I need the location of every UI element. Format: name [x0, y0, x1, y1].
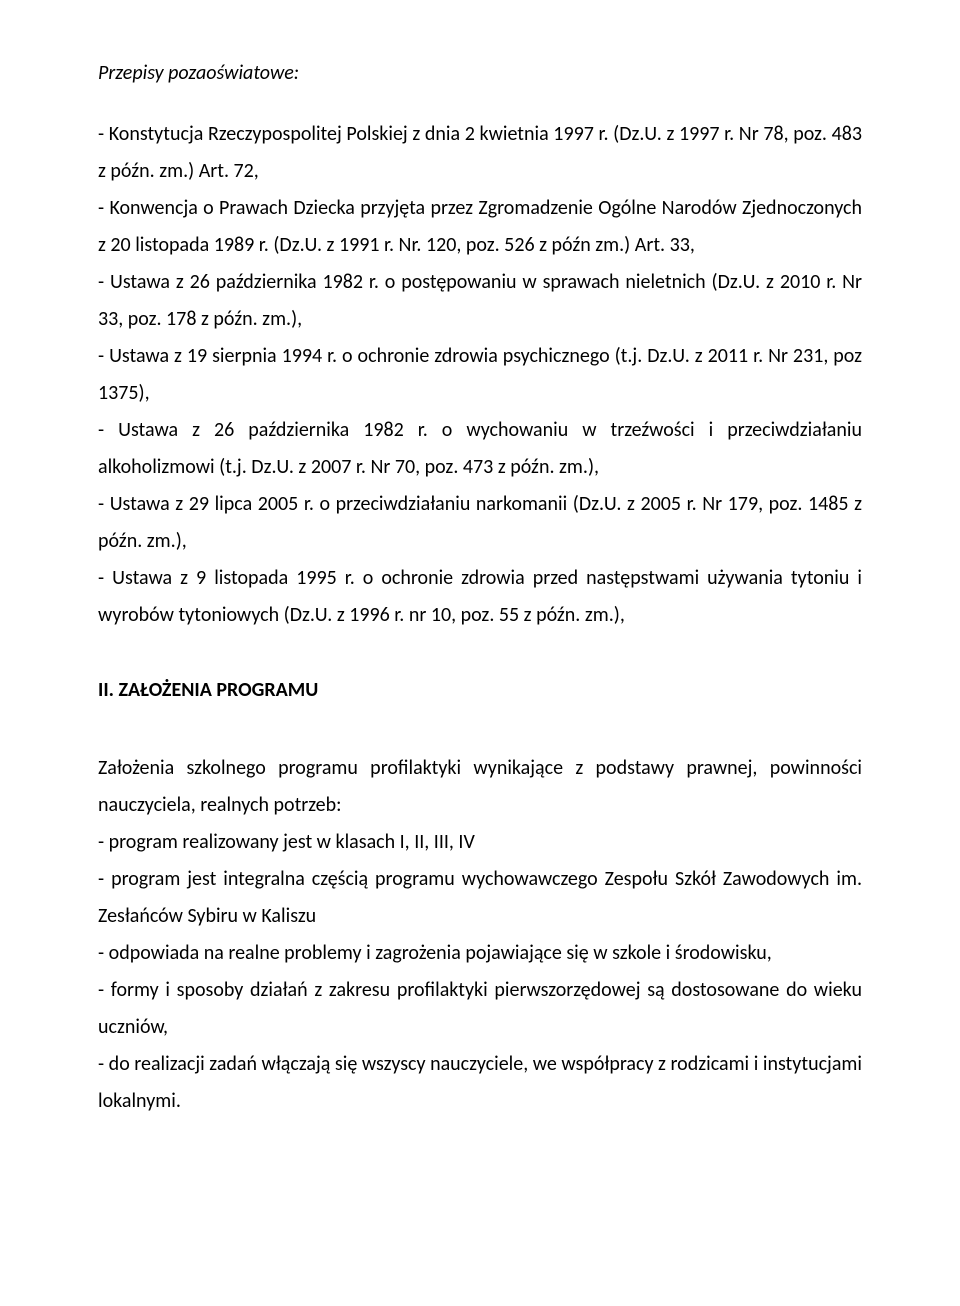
subsection-heading: Przepisy pozaoświatowe:	[98, 58, 862, 88]
paragraph-law-7: - Ustawa z 9 listopada 1995 r. o ochroni…	[98, 560, 862, 634]
paragraph-item-1: - program realizowany jest w klasach I, …	[98, 824, 862, 861]
paragraph-law-5: - Ustawa z 26 października 1982 r. o wyc…	[98, 412, 862, 486]
paragraph-law-2: - Konwencja o Prawach Dziecka przyjęta p…	[98, 190, 862, 264]
paragraph-law-4: - Ustawa z 19 sierpnia 1994 r. o ochroni…	[98, 338, 862, 412]
paragraph-intro: Założenia szkolnego programu profilaktyk…	[98, 750, 862, 824]
paragraph-item-2: - program jest integralna częścią progra…	[98, 861, 862, 935]
paragraph-item-5: - do realizacji zadań włączają się wszys…	[98, 1046, 862, 1120]
section-heading-2: II. ZAŁOŻENIA PROGRAMU	[98, 678, 862, 702]
paragraph-law-6: - Ustawa z 29 lipca 2005 r. o przeciwdzi…	[98, 486, 862, 560]
paragraph-law-1: - Konstytucja Rzeczypospolitej Polskiej …	[98, 116, 862, 190]
paragraph-item-3: - odpowiada na realne problemy i zagroże…	[98, 935, 862, 972]
paragraph-item-4: - formy i sposoby działań z zakresu prof…	[98, 972, 862, 1046]
paragraph-law-3: - Ustawa z 26 października 1982 r. o pos…	[98, 264, 862, 338]
